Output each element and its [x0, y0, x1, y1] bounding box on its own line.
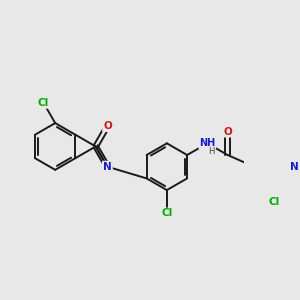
Text: O: O: [223, 127, 232, 136]
Text: O: O: [103, 121, 112, 131]
Text: O: O: [103, 162, 112, 172]
Text: Cl: Cl: [269, 197, 280, 207]
Text: NH: NH: [199, 138, 215, 148]
Text: H: H: [208, 147, 215, 156]
Text: Cl: Cl: [161, 208, 172, 218]
Text: N: N: [290, 162, 299, 172]
Text: N: N: [103, 162, 112, 172]
Text: Cl: Cl: [38, 98, 49, 108]
